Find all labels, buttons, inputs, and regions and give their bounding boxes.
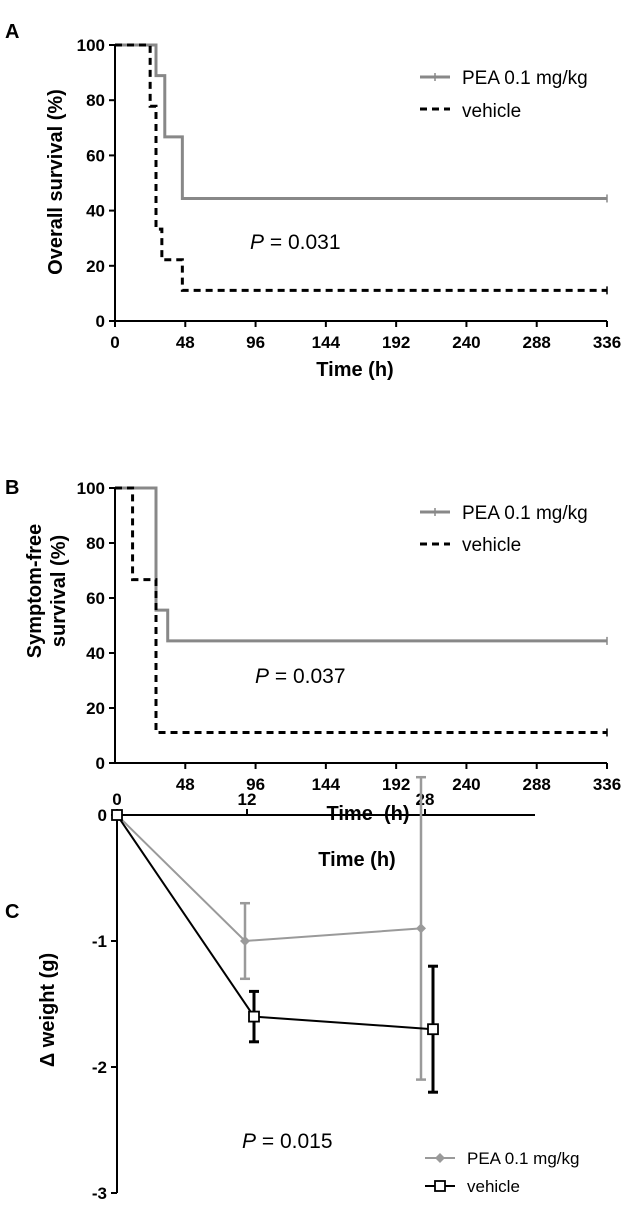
panel-c-xtick-label: 28 [416,790,435,809]
panel-c-xtick-label: 0 [112,790,121,809]
panel-c-xlabel: Time (h) [318,849,395,871]
panel-c-ylabel: Δ weight (g) [37,953,59,1067]
panel-b-xtick-label: 288 [523,775,551,794]
panel-c-xtick-label: 12 [238,790,257,809]
panel-c-pvalue-prefix: P [242,1130,256,1153]
panel-a-xtick-label: 48 [176,333,195,352]
legend-c-marker-vehicle [434,1180,446,1192]
panel-a-xtick-label: 288 [523,333,551,352]
legend-c-label-vehicle: vehicle [467,1177,520,1196]
panel-a-plot: 0 20 40 60 80 100 0 48 96 144 192 240 288 336 [77,36,622,352]
panel-b-ytick-label: 100 [77,479,105,498]
panel-c-series-vehicle-line [116,814,434,1031]
panel-a-pvalue-prefix: P [250,231,264,254]
panel-b-xtick-label: 240 [452,775,480,794]
panel-a-pvalue: P = 0.031 [250,231,341,254]
panel-c-pea-marker [416,923,426,934]
panel-b-legend: PEA 0.1 mg/kg vehicle [420,503,588,556]
panel-b: B Symptom-free survival (%) Time (h) 020… [5,477,621,825]
panel-b-letter: B [5,477,19,499]
panel-b-ytick-label: 20 [86,699,105,718]
panel-c-legend: PEA 0.1 mg/kg vehicle [425,1149,579,1196]
panel-a-xtick-label: 192 [382,333,410,352]
panel-c-ytick-label: -3 [92,1184,107,1203]
panel-a-ytick-label: 60 [86,146,105,165]
panel-b-pvalue-text: = 0.037 [269,665,345,688]
panel-b-xtick-label: 48 [176,775,195,794]
panel-a-series-vehicle-line [115,43,607,292]
panel-c-pvalue-text: = 0.015 [256,1130,332,1153]
panel-b-xtick-label: 96 [246,775,265,794]
legend-a-label-vehicle: vehicle [462,101,521,122]
panel-b-ytick-label: 80 [86,534,105,553]
panel-c-ytick-label: 0 [98,806,107,825]
panel-a-xtick-label: 336 [593,333,621,352]
panel-a-xtick-label: 0 [110,333,119,352]
legend-b-label-vehicle: vehicle [462,535,521,556]
panel-b-ylabel-line1: Symptom-free [24,524,46,658]
panel-a-pvalue-text: = 0.031 [264,231,340,254]
panel-a-xtick-label: 144 [312,333,341,352]
panel-a-ytick-label: 100 [77,36,105,55]
panel-b-xtick-label: 192 [382,775,410,794]
panel-b-pvalue: P = 0.037 [255,665,346,688]
panel-a-ylabel: Overall survival (%) [45,89,67,275]
panel-b-xtick-label: 144 [312,775,341,794]
panel-c-letter: C [5,901,19,923]
panel-b-plot: 0 20 40 60 80 100 48 96 144 192 240 288 336 [77,479,622,794]
legend-c-marker-pea [435,1153,445,1163]
panel-a-ytick-label: 0 [96,312,105,331]
panel-a-letter: A [5,21,19,43]
panel-a-ytick-label: 80 [86,91,105,110]
panel-c-pea-marker [240,936,250,946]
panel-c-ytick-label: -2 [92,1058,107,1077]
panel-c-ytick-label: -1 [92,932,107,951]
panel-b-xtick-label: 336 [593,775,621,794]
panel-c-vehicle-marker [427,1023,439,1036]
panel-c: C Time (h) Δ weight (g) 0 12 28 0 -1 -2 -3 P =… [5,775,579,1203]
panel-a-xtick-label: 240 [452,333,480,352]
panel-b-ytick-label: 0 [96,754,105,773]
panel-a-legend: PEA 0.1 mg/kg vehicle [420,68,588,122]
panel-a-xtick-label: 96 [246,333,265,352]
panel-b-series-pea-line [115,486,607,643]
panel-b-pvalue-prefix: P [255,665,269,688]
panel-c-vehicle-marker [248,1010,260,1023]
panel-b-ylabel-line2: survival (%) [48,535,70,647]
panel-a-ytick-label: 40 [86,202,105,221]
legend-b-label-pea: PEA 0.1 mg/kg [462,503,588,524]
panel-a-xlabel: Time (h) [316,359,393,381]
panel-a: A Overall survival (%) Time (h) 0 20 40 60 8… [5,21,621,381]
legend-c-label-pea: PEA 0.1 mg/kg [467,1149,579,1168]
panel-c-pvalue: P = 0.015 [242,1130,333,1153]
legend-a-label-pea: PEA 0.1 mg/kg [462,68,588,89]
panel-a-ytick-label: 20 [86,257,105,276]
panel-b-series-vehicle-line [115,486,607,734]
panel-c-vehicle-marker [111,809,123,821]
panel-b-ytick-label: 60 [86,589,105,608]
panel-a-series-pea-line [115,43,607,200]
panel-c-plot: 0 12 28 0 -1 -2 -3 [92,775,535,1203]
panel-c-series-pea-line [116,814,422,943]
panel-b-ytick-label: 40 [86,644,105,663]
